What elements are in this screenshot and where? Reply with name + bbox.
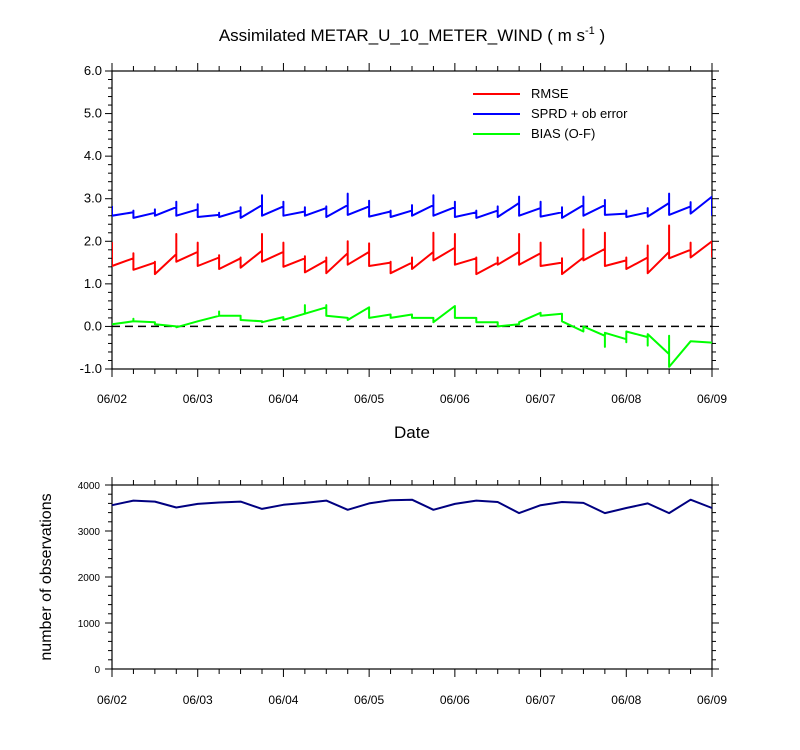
x-tick-label: 06/05 — [354, 392, 384, 406]
y-tick-label: 0.0 — [84, 318, 102, 333]
y-tick-label: 3.0 — [84, 191, 102, 206]
x-tick-label: 06/07 — [526, 693, 556, 707]
legend-label: RMSE — [531, 86, 569, 101]
y-tick-label: 4.0 — [84, 148, 102, 163]
x-tick-label: 06/08 — [611, 392, 641, 406]
y-tick-label: 0 — [94, 665, 100, 676]
x-tick-label: 06/06 — [440, 693, 470, 707]
x-tick-label: 06/05 — [354, 693, 384, 707]
y-axis-label: number of observations — [38, 493, 55, 660]
observations-line — [111, 498, 713, 515]
legend: RMSE SPRD + ob error BIAS (O-F) — [473, 86, 628, 141]
legend-label: BIAS (O-F) — [531, 126, 595, 141]
plot-frame — [111, 484, 713, 670]
y-tick-label: 2.0 — [84, 233, 102, 248]
x-tick-label: 06/06 — [440, 392, 470, 406]
x-tick-label: 06/07 — [526, 392, 556, 406]
y-tick-label: 3000 — [78, 527, 101, 538]
observation-count-chart: 06/02 06/03 06/04 06/05 06/06 06/07 06/08 06/09… — [38, 477, 727, 707]
y-tick-label: 1.0 — [84, 276, 102, 291]
x-tick-label: 06/04 — [268, 693, 298, 707]
x-tick-label: 06/02 — [97, 392, 127, 406]
metar-wind-chart: Assimilated METAR_U_10_METER_WIND ( m s-… — [80, 25, 728, 442]
x-tick-label: 06/04 — [268, 392, 298, 406]
x-tick-label: 06/03 — [183, 392, 213, 406]
series-line-bias — [112, 304, 712, 368]
x-tick-label: 06/08 — [611, 693, 641, 707]
y-tick-label: 6.0 — [84, 63, 102, 78]
plot-area: 06/02 06/03 06/04 06/05 06/06 06/07 06/08 06/09… — [78, 477, 727, 707]
x-tick-label: 06/09 — [697, 392, 727, 406]
x-tick-label: 06/03 — [183, 693, 213, 707]
plot-area: 06/02 06/03 06/04 06/05 06/06 06/07 06/08 06/09… — [80, 63, 727, 406]
series-group — [112, 192, 712, 368]
y-tick-label: 4000 — [78, 481, 101, 492]
y-tick-label: 5.0 — [84, 106, 102, 121]
x-tick-label: 06/02 — [97, 693, 127, 707]
y-tick-label: 1000 — [78, 619, 101, 630]
y-tick-label: -1.0 — [80, 361, 102, 376]
x-axis-label: Date — [394, 423, 430, 442]
series-line-rmse — [112, 224, 712, 276]
chart-title: Assimilated METAR_U_10_METER_WIND ( m s-… — [219, 25, 605, 45]
legend-label: SPRD + ob error — [531, 106, 628, 121]
x-tick-label: 06/09 — [697, 693, 727, 707]
y-tick-label: 2000 — [78, 573, 101, 584]
series-line-sprd-ob-error — [112, 192, 712, 219]
